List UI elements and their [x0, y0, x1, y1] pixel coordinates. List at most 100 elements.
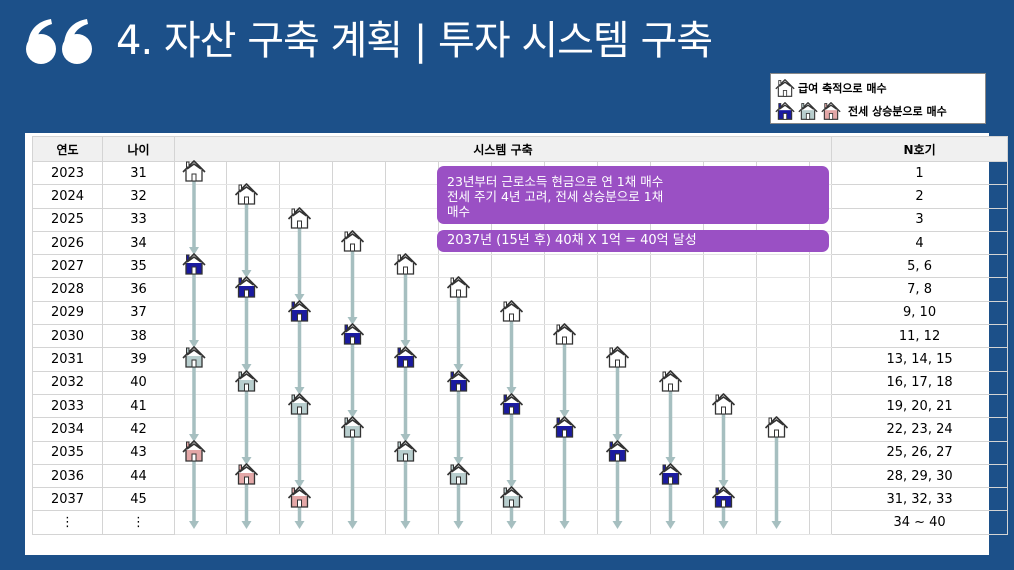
- page-title: 4. 자산 구축 계획 | 투자 시스템 구축: [116, 18, 713, 64]
- year-cell: 2026: [32, 230, 103, 256]
- system-cell: [650, 393, 704, 419]
- system-cell: [226, 393, 280, 419]
- arrow-head: [189, 340, 199, 348]
- age-cell: 39: [102, 347, 175, 372]
- house-pink-icon: [287, 486, 312, 508]
- age-cell: 41: [102, 393, 175, 419]
- system-cell: [332, 393, 386, 419]
- system-cell: [385, 417, 439, 442]
- house-chain: [552, 323, 577, 529]
- arrow-head: [453, 521, 464, 529]
- house-chain: [182, 160, 206, 529]
- system-cell: [491, 254, 545, 279]
- strategy-note-line1: 23년부터 근로소득 현금으로 연 1채 매수: [447, 174, 664, 189]
- house-gray-icon: [798, 101, 818, 121]
- legend-row-jeonse: 전세 상승분으로 매수: [775, 101, 947, 121]
- legend-label-salary: 급여 축적으로 매수: [798, 82, 887, 95]
- arrow-head: [718, 521, 729, 529]
- house-outline-icon: [287, 207, 312, 229]
- arrow-head: [559, 410, 570, 418]
- year-cell: 2028: [32, 277, 103, 302]
- n-cell: 7, 8: [831, 277, 1009, 302]
- house-gray-icon: [393, 440, 418, 462]
- system-cell: [174, 370, 227, 395]
- house-chain: [764, 416, 789, 529]
- house-blue-icon: [711, 486, 736, 508]
- arrow-head: [241, 364, 252, 372]
- house-chain: [658, 370, 683, 529]
- system-cell: [544, 370, 598, 395]
- house-gray-icon: [499, 486, 524, 508]
- house-gray-icon: [340, 416, 365, 438]
- legend-row-salary: 급여 축적으로 매수: [775, 78, 887, 98]
- system-cell: [756, 393, 810, 419]
- system-cell: [226, 277, 280, 302]
- arrow-head: [347, 317, 358, 325]
- house-gray-icon: [234, 370, 259, 392]
- arrow-head: [294, 387, 305, 395]
- system-cell: [385, 207, 439, 232]
- strategy-note: 23년부터 근로소득 현금으로 연 1채 매수 전세 주기 4년 고려, 전세 …: [437, 166, 829, 224]
- year-cell: 2023: [32, 160, 103, 186]
- arrow-head: [241, 521, 252, 529]
- system-cell: [279, 277, 333, 302]
- n-cell: 31, 32, 33: [831, 487, 1009, 512]
- arrow-head: [347, 410, 358, 418]
- arrow-head: [453, 457, 464, 465]
- system-cell: [597, 510, 651, 535]
- system-cell: [226, 300, 280, 326]
- system-cell: [703, 300, 757, 326]
- house-chain: [711, 393, 736, 529]
- system-diagram: [182, 160, 789, 529]
- table-header-row: 연도 나이 시스템 구축 N호기: [32, 136, 1009, 162]
- house-blue-icon: [552, 416, 577, 438]
- system-cell: [756, 370, 810, 395]
- arrow-head: [612, 521, 623, 529]
- system-cell: [226, 230, 280, 256]
- goal-note: 2037년 (15년 후) 40채 X 1억 = 40억 달성: [437, 230, 829, 252]
- arrow-head: [771, 521, 782, 529]
- legend: 급여 축적으로 매수 전세 상승분으로 매수: [770, 73, 986, 124]
- house-chain: [446, 276, 471, 529]
- system-cell: [174, 510, 227, 535]
- house-outline-icon: [711, 393, 736, 415]
- system-cell: [174, 463, 227, 489]
- house-pink-icon: [182, 440, 206, 462]
- house-chain: [287, 207, 312, 529]
- system-cell: [385, 370, 439, 395]
- plan-table-panel: 연도 나이 시스템 구축 N호기 2023 31 1 2024 32 2 2025 33 3 20…: [25, 133, 1009, 555]
- age-cell: 38: [102, 324, 175, 349]
- house-gray-icon: [182, 346, 206, 368]
- table-row: 2032 40 16, 17, 18: [32, 370, 1009, 395]
- table-row: 2035 43 25, 26, 27: [32, 440, 1009, 465]
- strategy-note-line2: 전세 주기 4년 고려, 전세 상승분으로 1채: [447, 189, 664, 204]
- arrow-head: [189, 247, 199, 255]
- system-cell: [332, 347, 386, 372]
- year-cell: 2029: [32, 300, 103, 326]
- system-cell: [491, 510, 545, 535]
- system-cell: [491, 277, 545, 302]
- age-cell: ⋮: [102, 510, 175, 535]
- arrow-head: [400, 521, 411, 529]
- house-chain: [340, 230, 365, 529]
- table-row: 2027 35 5, 6: [32, 254, 1009, 279]
- year-cell: 2027: [32, 254, 103, 279]
- system-cell: [756, 347, 810, 372]
- strategy-note-line3: 매수: [447, 204, 471, 219]
- system-cell: [385, 300, 439, 326]
- quote-mark-icon: [26, 19, 92, 64]
- house-outline-icon: [658, 370, 683, 392]
- house-outline-icon: [605, 346, 630, 368]
- house-blue-icon: [658, 463, 683, 485]
- house-chain: [234, 183, 259, 529]
- house-blue-icon: [605, 440, 630, 462]
- system-cell: [174, 277, 227, 302]
- arrow-head: [189, 434, 199, 442]
- system-cell: [756, 487, 810, 512]
- system-cell: [703, 370, 757, 395]
- table-row: 2033 41 19, 20, 21: [32, 393, 1009, 419]
- system-cell: [597, 300, 651, 326]
- n-cell: 9, 10: [831, 300, 1009, 326]
- arrow-head: [294, 294, 305, 302]
- arrow-head: [189, 521, 199, 529]
